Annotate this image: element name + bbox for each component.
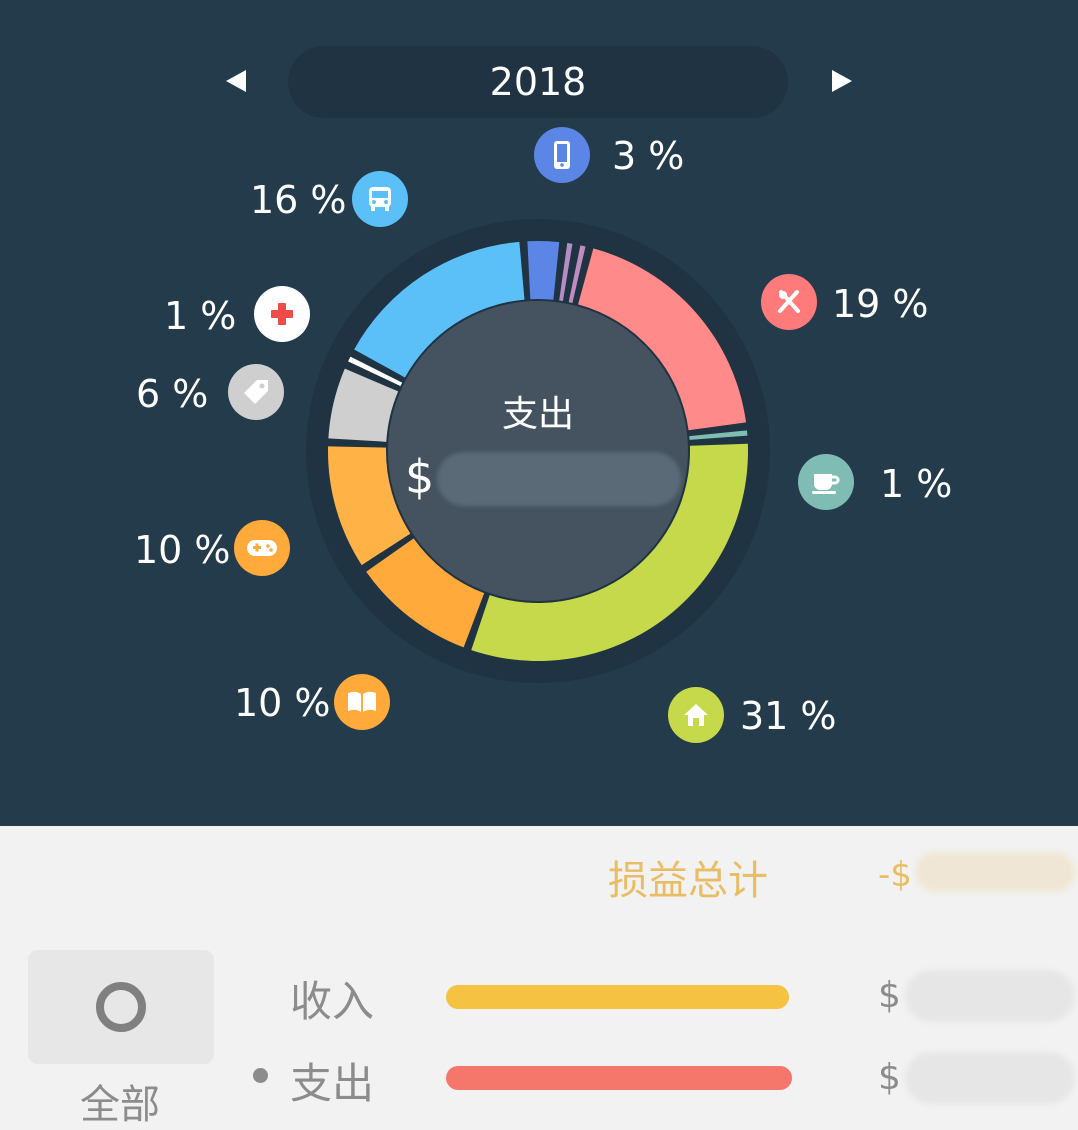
year-label: 2018 [489,60,587,104]
home-segment[interactable] [471,443,748,661]
redacted-expense [905,1052,1075,1104]
previous-year-arrow-icon[interactable] [226,70,246,92]
all-filter-label: 全部 [80,1082,160,1128]
year-selector[interactable] [288,46,788,118]
bus-segment[interactable] [354,241,525,378]
gamepad-segment[interactable] [328,446,411,566]
redacted-profit-loss [915,852,1075,892]
center-label: 支出 [501,394,574,435]
next-year-arrow-icon[interactable] [832,70,852,92]
phone-segment[interactable] [527,241,560,300]
expense-label[interactable]: 支出 [290,1059,375,1108]
redacted-total [437,452,681,506]
tag-percent: 6 % [136,372,209,416]
redacted-income [905,970,1075,1022]
center-currency: $ [405,450,435,504]
income-label[interactable]: 收入 [290,977,375,1026]
profit-loss-title: 损益总计 [608,858,768,904]
coffee-icon[interactable] [798,454,854,510]
bus-percent: 16 % [250,178,347,222]
home-percent: 31 % [740,694,837,738]
minor-segment-1[interactable] [559,243,573,302]
donut-center [388,301,688,601]
phone-percent: 3 % [612,134,685,178]
medical-segment[interactable] [348,356,403,387]
expense-donut-chart[interactable] [303,216,773,686]
gamepad-icon[interactable] [234,520,290,576]
book-percent: 10 % [234,681,331,725]
home-icon[interactable] [668,687,724,743]
minor-segment-2[interactable] [568,245,586,303]
coffee-percent: 1 % [880,462,953,506]
book-icon[interactable] [334,674,390,730]
coffee-segment[interactable] [689,430,748,440]
income-currency: $ [878,975,901,1016]
expense-bar [446,1066,792,1090]
income-bar [446,985,789,1009]
tag-segment[interactable] [328,368,399,442]
restaurant-percent: 19 % [832,282,929,326]
tag-icon[interactable] [228,364,284,420]
restaurant-icon[interactable] [761,274,817,330]
bus-icon[interactable] [352,171,408,227]
restaurant-segment[interactable] [578,248,747,431]
book-segment[interactable] [366,538,485,648]
selected-indicator [253,1068,268,1083]
circle-icon [96,982,146,1032]
phone-icon[interactable] [534,127,590,183]
gamepad-percent: 10 % [134,528,231,572]
expense-currency: $ [878,1057,901,1098]
medical-icon[interactable] [254,286,310,342]
profit-loss-prefix: -$ [878,855,912,895]
medical-percent: 1 % [164,294,237,338]
